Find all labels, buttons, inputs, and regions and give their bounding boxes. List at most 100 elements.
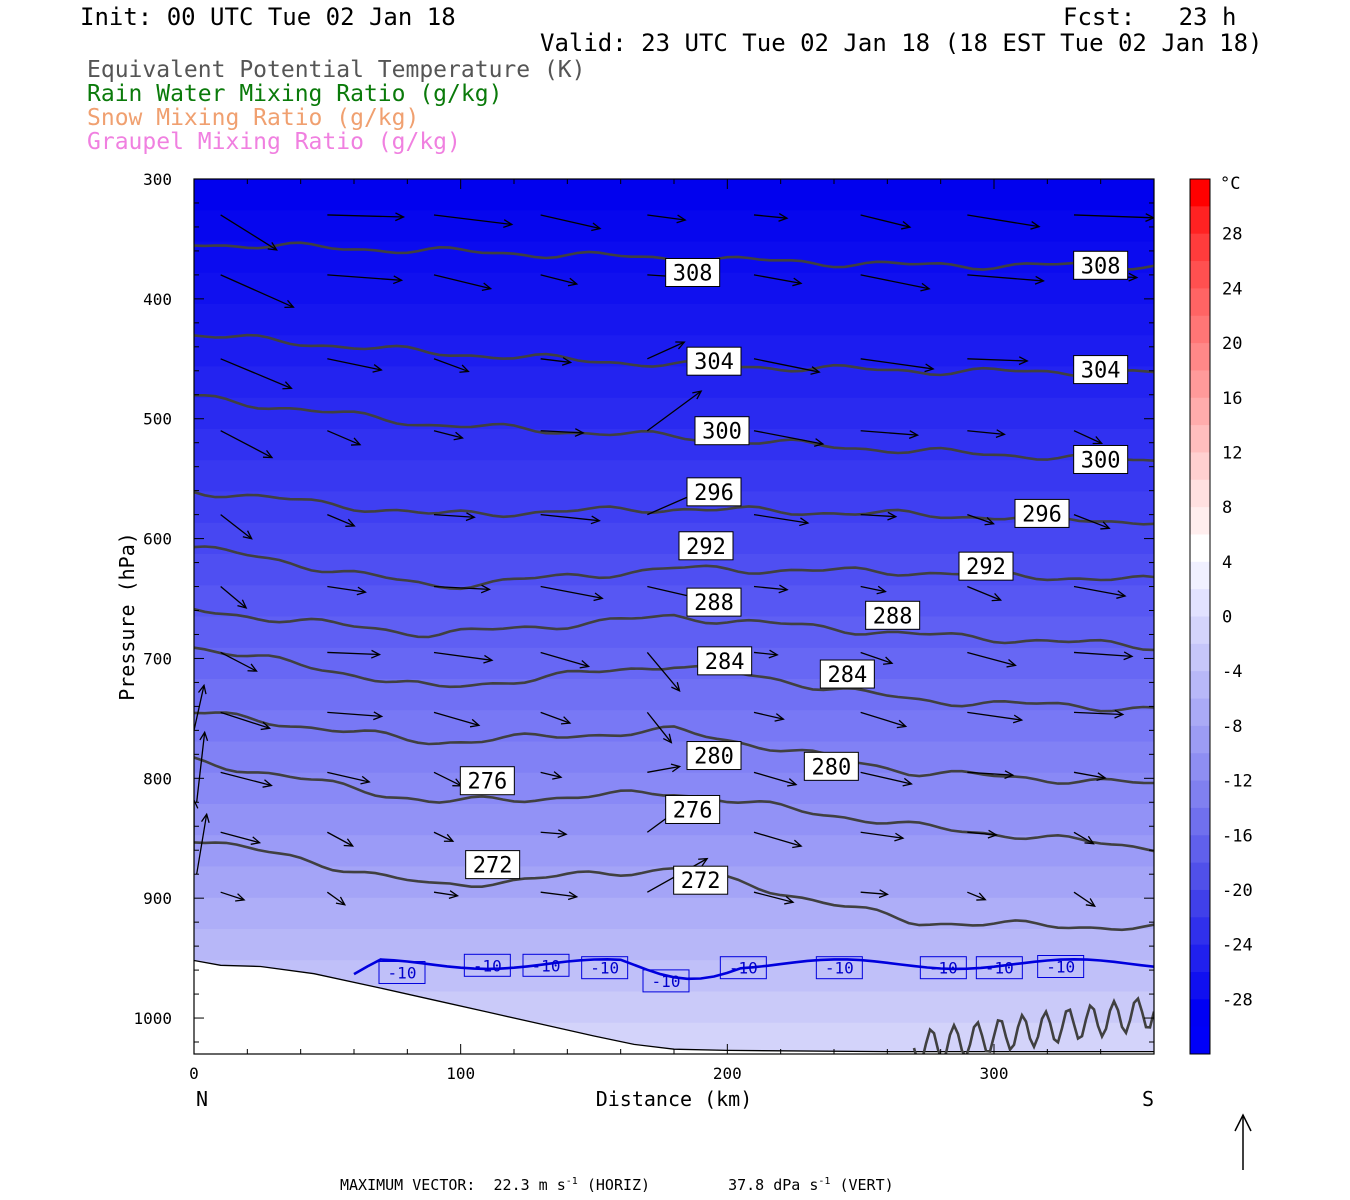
contour-label-box [1073,444,1129,474]
colorbar-tick-label: -16 [1222,826,1253,846]
contour-label-text: -10 [590,959,619,978]
x-tick-label: 300 [980,1064,1009,1083]
wind-vector [1073,514,1110,529]
wind-vector-head [1092,436,1104,445]
wind-vector-head [876,585,887,595]
contour-label-box [819,659,875,689]
wind-vector [1073,771,1106,779]
south-label: S [1142,1087,1154,1111]
wind-vector-head [567,891,579,901]
wind-vector [327,711,382,718]
legend-graupel: Graupel Mixing Ratio (g/kg) [87,129,461,155]
wind-vector-head [1096,772,1107,781]
contour-label-box [694,416,750,446]
wind-vector-head [976,892,987,901]
contour-label-box [686,587,742,617]
contour-label-text: 300 [1081,448,1121,473]
wind-vector-head [1012,714,1024,724]
wind-vector [860,651,893,664]
temperature-band [194,522,1154,555]
wind-vector-head [1116,590,1127,599]
wind-vector-head [370,649,382,659]
wind-vector [220,891,245,901]
contour-label-box [522,953,570,977]
temperature-band [194,304,1154,337]
contour-label-text: 272 [473,854,513,879]
wind-vector-head [784,895,795,905]
colorbar-swatch [1190,835,1210,864]
wind-vector-head [896,719,908,729]
colorbar-swatch [1190,698,1210,727]
wind-vector [194,685,205,731]
colorbar-swatch [1190,425,1210,453]
contour-label: 288 [686,587,742,617]
wind-vector-head [676,214,687,224]
contour-label: 300 [1073,444,1129,474]
theta-e-contour [194,711,1154,785]
contour-label: 308 [665,257,721,287]
legend-theta-e: Equivalent Potential Temperature (K) [87,57,586,83]
colorbar-swatch [1190,780,1210,809]
contour-label: 288 [865,600,921,630]
wind-vector-head [443,833,455,842]
wind-vector [753,711,784,720]
wind-vector [967,358,1028,362]
contour-label-box [958,551,1014,581]
wind-vector [196,814,208,875]
wind-vector-head [1100,521,1111,530]
temperature-band [194,397,1154,430]
wind-vector-head [670,763,682,773]
axes: 300 400 500 600 700 800 900 1000 0 100 200 300 Dista… [115,170,1154,1111]
wind-vector [753,891,794,903]
wind-vector-head [878,889,889,899]
colorbar-tick-label: -8 [1222,717,1242,737]
temperature-band [194,741,1154,774]
wind-vector [860,430,918,436]
colorbar-tick-label: 4 [1222,553,1232,573]
wind-vector-head [692,390,703,400]
wind-vector-head [1123,651,1134,661]
wind-vector-head [883,656,894,665]
wind-vector-head [787,778,798,787]
colorbar-swatch [1190,507,1210,535]
wind-vector [1073,651,1133,658]
colorbar-swatch [1190,452,1210,481]
contour-label-box [665,257,721,287]
wind-vector-head [557,829,568,839]
wind-vector [433,651,493,661]
temperature-band [194,929,1154,962]
wind-vector-head [987,829,998,839]
contour-label-box [1037,955,1085,978]
contour-label-box [678,531,734,561]
contour-label-text: 280 [694,745,734,770]
contour-label-text: 284 [705,650,745,675]
wind-vector-head [262,449,274,459]
wind-vector-head [799,517,810,527]
contour-label-box [642,969,690,993]
colorbar-tick-label: 20 [1222,334,1242,354]
wind-vector [220,274,294,308]
contour-label-box [581,956,629,980]
wind-vector-head [590,515,601,525]
wind-vector-head [778,584,789,594]
theta-e-contours [194,241,1154,1054]
contour-label-text: 304 [1081,359,1121,384]
wind-vector-head [480,584,491,594]
colorbar-swatch [1190,343,1210,371]
wind-vector-head [567,277,579,287]
wind-vector-head [282,381,293,390]
colorbar-swatch [1190,1026,1210,1055]
max-vector-horiz: 22.3 m s [493,1176,566,1194]
wind-vector-head [465,512,476,522]
wind-vector [433,831,454,842]
wind-vector-head [262,779,273,788]
wind-vector-head [887,511,898,521]
contour-label: 292 [678,531,734,561]
wind-vector [967,585,1001,601]
contour-label-text: 296 [694,481,734,506]
theta-e-contour [194,607,1154,652]
max-vector-horiz-tag: (HORIZ) [586,1176,651,1194]
colorbar-tick-label: -24 [1222,936,1253,956]
max-vector-vert-tag: (VERT) [839,1176,894,1194]
wind-vector [220,651,257,672]
